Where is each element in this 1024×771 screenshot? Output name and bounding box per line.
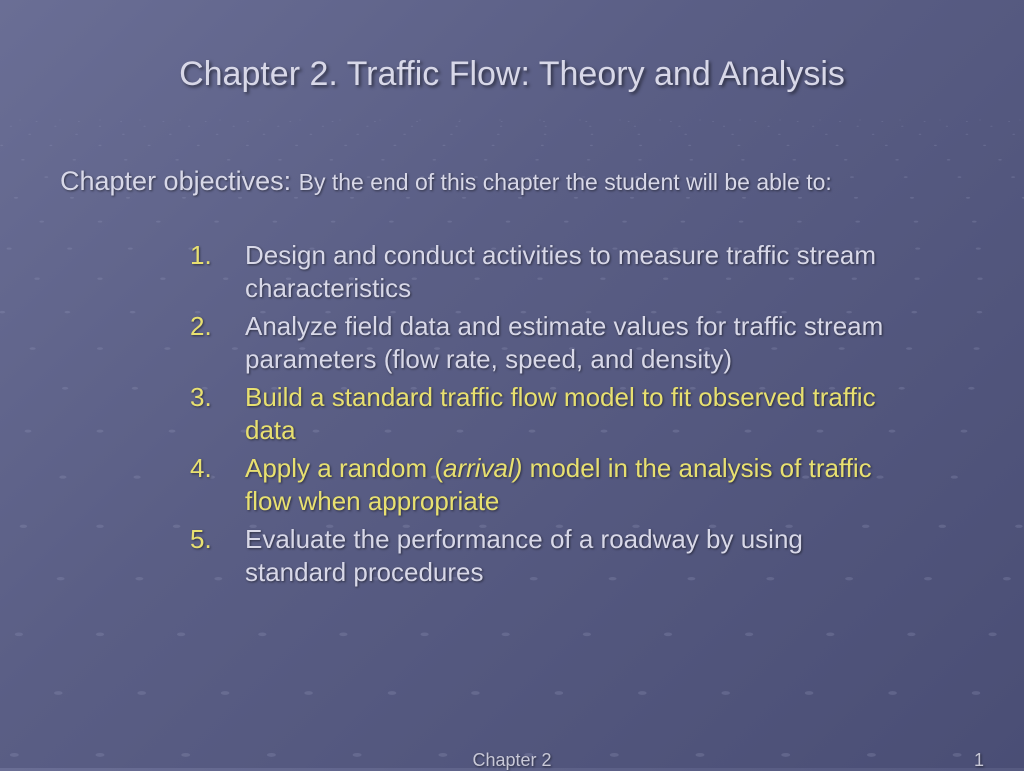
objective-item-4: Apply a random (arrival) model in the an… (190, 452, 894, 517)
objective-text: Evaluate the performance of a roadway by… (245, 524, 803, 587)
slide-title: Chapter 2. Traffic Flow: Theory and Anal… (60, 55, 964, 94)
objective-text-italic: arrival) (443, 453, 522, 483)
slide-content: Chapter 2. Traffic Flow: Theory and Anal… (0, 0, 1024, 768)
objective-text: Analyze field data and estimate values f… (245, 311, 883, 374)
objective-item-2: Analyze field data and estimate values f… (190, 310, 894, 375)
objectives-intro: Chapter objectives: By the end of this c… (60, 164, 964, 199)
objectives-list: Design and conduct activities to measure… (60, 239, 964, 588)
objective-text-pre: Apply a random ( (245, 453, 443, 483)
objective-text: Design and conduct activities to measure… (245, 240, 876, 303)
objective-item-3: Build a standard traffic flow model to f… (190, 381, 894, 446)
objectives-lead: Chapter objectives: (60, 166, 299, 196)
objectives-rest: By the end of this chapter the student w… (299, 169, 832, 195)
objective-text: Build a standard traffic flow model to f… (245, 382, 876, 445)
objective-item-5: Evaluate the performance of a roadway by… (190, 523, 894, 588)
objective-item-1: Design and conduct activities to measure… (190, 239, 894, 304)
